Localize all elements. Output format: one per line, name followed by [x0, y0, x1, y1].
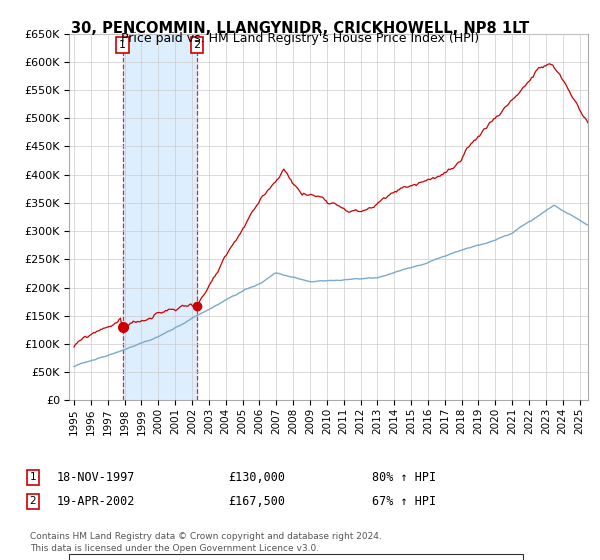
- Bar: [122, 34, 197, 400]
- Text: 80% ↑ HPI: 80% ↑ HPI: [372, 470, 436, 484]
- Text: 1: 1: [119, 40, 126, 50]
- Text: 19-APR-2002: 19-APR-2002: [57, 494, 136, 508]
- Text: 30, PENCOMMIN, LLANGYNIDR, CRICKHOWELL, NP8 1LT: 30, PENCOMMIN, LLANGYNIDR, CRICKHOWELL, …: [71, 21, 529, 36]
- Text: 18-NOV-1997: 18-NOV-1997: [57, 470, 136, 484]
- Text: Contains HM Land Registry data © Crown copyright and database right 2024.
This d: Contains HM Land Registry data © Crown c…: [30, 533, 382, 553]
- Text: 67% ↑ HPI: 67% ↑ HPI: [372, 494, 436, 508]
- Text: 1: 1: [29, 472, 37, 482]
- Legend: 30, PENCOMMIN, LLANGYNIDR, CRICKHOWELL, NP8 1LT (detached house), HPI: Average p: 30, PENCOMMIN, LLANGYNIDR, CRICKHOWELL, …: [69, 554, 523, 560]
- Text: 2: 2: [193, 40, 200, 50]
- Text: £130,000: £130,000: [228, 470, 285, 484]
- Text: Price paid vs. HM Land Registry's House Price Index (HPI): Price paid vs. HM Land Registry's House …: [121, 32, 479, 45]
- Text: 2: 2: [29, 496, 37, 506]
- Text: £167,500: £167,500: [228, 494, 285, 508]
